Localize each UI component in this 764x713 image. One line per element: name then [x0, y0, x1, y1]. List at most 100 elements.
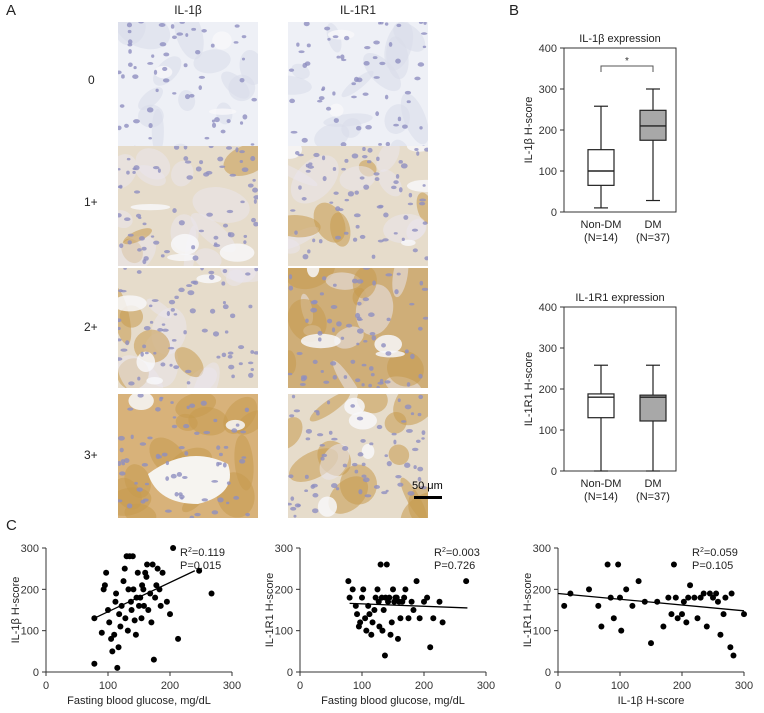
y-axis-label: IL-1β H-score: [10, 577, 22, 644]
data-point: [112, 598, 119, 605]
y-tick-label: 0: [287, 667, 293, 679]
data-point: [140, 602, 147, 609]
p-value-annotation: P=0.015: [180, 560, 221, 572]
y-tick-label: 300: [533, 543, 551, 555]
data-point: [394, 635, 401, 642]
data-point: [115, 644, 122, 651]
data-point: [405, 615, 412, 622]
y-tick-label: 100: [539, 166, 557, 178]
data-point: [109, 648, 116, 655]
significance-star: *: [625, 56, 629, 67]
y-tick-label: 200: [539, 384, 557, 396]
data-point: [117, 623, 124, 630]
data-point: [561, 602, 568, 609]
data-point: [660, 623, 667, 630]
data-point: [436, 598, 443, 605]
data-point: [727, 644, 734, 651]
y-tick-label: 100: [21, 626, 39, 638]
data-point: [163, 598, 170, 605]
x-tick-label: 300: [477, 680, 495, 692]
y-tick-label: 0: [33, 667, 39, 679]
data-point: [129, 553, 136, 560]
histology-tile-r1-c1: [288, 146, 428, 266]
fit-line: [92, 570, 196, 620]
data-point: [106, 619, 113, 626]
data-point: [91, 660, 98, 667]
data-point: [138, 615, 145, 622]
y-tick-label: 300: [539, 84, 557, 96]
y-tick-label: 200: [21, 584, 39, 596]
x-axis-label: IL-1β H-score: [618, 695, 685, 707]
y-tick-label: 100: [533, 626, 551, 638]
data-point: [383, 561, 390, 568]
p-value-annotation: P=0.105: [692, 560, 733, 572]
data-point: [402, 586, 409, 593]
data-point: [694, 615, 701, 622]
data-point: [101, 582, 108, 589]
data-point: [586, 586, 592, 593]
data-point: [387, 631, 394, 638]
data-point: [108, 635, 115, 642]
data-point: [722, 594, 729, 601]
data-point: [610, 615, 617, 622]
plot-frame: [563, 306, 677, 472]
data-point: [345, 578, 352, 585]
data-point: [381, 652, 388, 659]
data-point: [427, 644, 434, 651]
x-tick-label: 0: [43, 680, 49, 692]
x-tick-label: 0: [297, 680, 303, 692]
data-point: [208, 590, 215, 597]
data-point: [170, 545, 177, 551]
data-point: [700, 590, 707, 597]
histology-tile-r1-c0: [118, 146, 258, 266]
x-tick-label: 100: [611, 680, 629, 692]
fit-line: [557, 592, 745, 612]
data-point: [167, 611, 173, 618]
data-point: [386, 594, 393, 601]
category-label: Non-DM: [581, 219, 622, 231]
data-point: [703, 623, 710, 630]
data-point: [567, 590, 574, 597]
x-tick-label: 300: [735, 680, 753, 692]
panel-label-b: B: [509, 2, 520, 19]
data-point: [149, 561, 156, 568]
y-tick-label: 200: [533, 584, 551, 596]
chart-title: IL-1R1 expression: [575, 292, 664, 304]
data-point: [439, 619, 446, 626]
category-n-label: (N=14): [584, 491, 618, 503]
data-point: [713, 590, 720, 597]
x-tick-label: 300: [223, 680, 241, 692]
data-point: [152, 594, 159, 601]
y-tick-label: 300: [539, 343, 557, 355]
y-axis-label: IL-1R1 H-score: [523, 352, 535, 427]
category-n-label: (N=14): [584, 232, 618, 244]
category-n-label: (N=37): [636, 491, 670, 503]
histology-tile-r0-c0: [118, 22, 258, 162]
category-label: Non-DM: [581, 478, 622, 490]
data-point: [374, 586, 381, 593]
y-tick-label: 0: [545, 667, 551, 679]
data-point: [421, 598, 427, 605]
histology-tile-r0-c1: [288, 22, 428, 162]
data-point: [623, 586, 630, 593]
scatter-chart-glucose-il1r1: 0 100 200 300 0 100 200 300 Fasting blood glucos…: [264, 543, 495, 707]
x-axis-label: Fasting blood glucose, mg/dL: [321, 695, 465, 707]
col-header-il1r1: IL-1R1: [339, 3, 377, 17]
y-tick-label: 200: [539, 125, 557, 137]
data-point: [380, 607, 387, 613]
data-point: [683, 619, 690, 626]
y-tick-label: 100: [275, 626, 293, 638]
x-tick-label: 200: [161, 680, 179, 692]
data-point: [371, 607, 378, 613]
row-label-3plus: 3+: [84, 448, 98, 462]
col-header-il1b: IL-1β: [174, 3, 202, 17]
data-point: [148, 619, 155, 626]
y-axis-label: IL-1R1 H-score: [522, 573, 534, 648]
data-point: [113, 590, 120, 597]
data-point: [376, 623, 383, 630]
data-point: [714, 598, 721, 605]
data-point: [410, 607, 417, 613]
data-point: [130, 586, 137, 593]
panel-label-a: A: [6, 2, 17, 19]
data-point: [140, 586, 147, 593]
